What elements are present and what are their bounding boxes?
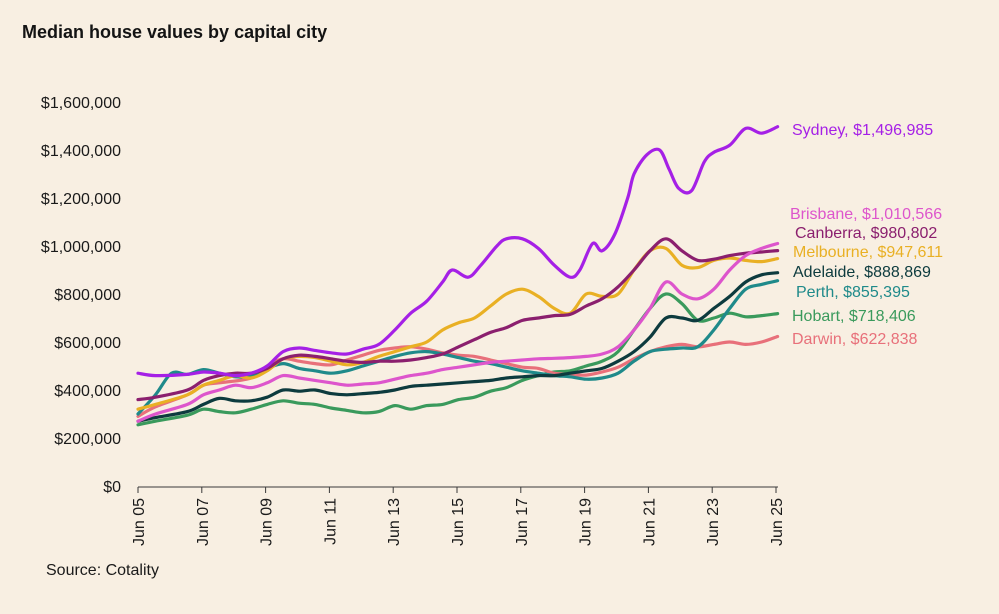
x-tick-label: Jun 07	[195, 498, 212, 546]
y-tick-label: $200,000	[54, 431, 121, 448]
x-tick-label: Jun 23	[705, 498, 722, 546]
y-tick-label: $400,000	[54, 383, 121, 400]
series-line-brisbane	[136, 241, 780, 423]
series-end-labels: Hobart, $718,406 Darwin, $622,838 Perth, $…	[790, 122, 943, 348]
end-label-darwin: Darwin, $622,838	[792, 331, 918, 348]
y-tick-label: $600,000	[54, 335, 121, 352]
series-lines	[136, 125, 780, 427]
x-tick-label: Jun 15	[450, 498, 467, 546]
end-label-melbourne: Melbourne, $947,611	[793, 244, 943, 261]
end-label-perth: Perth, $855,395	[796, 284, 910, 301]
x-tick-label: Jun 13	[386, 498, 403, 546]
x-tick-label: Jun 21	[641, 498, 658, 546]
y-tick-label: $1,200,000	[41, 191, 121, 208]
y-tick-label: $1,600,000	[41, 95, 121, 112]
y-tick-label: $0	[103, 479, 121, 496]
series-line-melbourne	[136, 245, 780, 411]
source-note: Source: Cotality	[46, 562, 159, 579]
series-line-hobart	[136, 292, 780, 427]
chart-title: Median house values by capital city	[22, 22, 328, 42]
y-tick-label: $1,000,000	[41, 239, 121, 256]
x-tick-label: Jun 11	[322, 498, 339, 545]
x-tick-label: Jun 25	[769, 498, 786, 546]
x-tick-label: Jun 17	[514, 498, 531, 546]
series-line-adelaide	[136, 271, 780, 423]
x-tick-label: Jun 09	[259, 498, 276, 546]
x-tick-label: Jun 05	[131, 498, 148, 546]
series-line-sydney	[136, 125, 780, 378]
y-tick-label: $800,000	[54, 287, 121, 304]
end-label-adelaide: Adelaide, $888,869	[793, 264, 931, 281]
x-tick-label: Jun 19	[578, 498, 595, 546]
end-label-brisbane: Brisbane, $1,010,566	[790, 206, 942, 223]
end-label-sydney: Sydney, $1,496,985	[792, 122, 933, 139]
end-label-hobart: Hobart, $718,406	[792, 308, 916, 325]
end-label-canberra: Canberra, $980,802	[795, 225, 937, 242]
y-axis: $0 $200,000 $400,000 $600,000 $800,000 $1,000…	[41, 95, 121, 496]
x-axis: Jun 05 Jun 07 Jun 09 Jun 11 Jun 13 Jun 15 Jun …	[131, 486, 786, 546]
y-tick-label: $1,400,000	[41, 143, 121, 160]
